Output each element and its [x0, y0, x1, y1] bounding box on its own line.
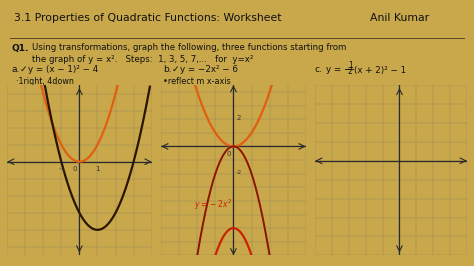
Text: (x + 2)² − 1: (x + 2)² − 1: [354, 65, 406, 74]
Text: -1: -1: [58, 166, 64, 171]
Text: 3.1 Properties of Quadratic Functions: Worksheet: 3.1 Properties of Quadratic Functions: W…: [14, 13, 282, 23]
Text: x²: x²: [52, 84, 60, 93]
Text: ·1right, 4down: ·1right, 4down: [16, 77, 74, 85]
Text: the graph of y = x².   Steps:  1, 3, 5, 7,...   for  y=x²: the graph of y = x². Steps: 1, 3, 5, 7,.…: [32, 55, 254, 64]
Text: Using transformations, graph the following, three functions starting from: Using transformations, graph the followi…: [32, 44, 346, 52]
Text: a.: a.: [12, 65, 20, 74]
Text: ✓: ✓: [20, 64, 27, 73]
Text: y = (x − 1)² − 4: y = (x − 1)² − 4: [28, 65, 98, 74]
Text: 1: 1: [95, 166, 100, 172]
Text: 0: 0: [73, 166, 77, 172]
Text: ✓: ✓: [172, 64, 180, 73]
Text: b.: b.: [163, 65, 172, 74]
Text: •reflect m x-axis: •reflect m x-axis: [163, 77, 231, 85]
Text: $y=-2x^2$: $y=-2x^2$: [194, 197, 232, 212]
Text: 0: 0: [227, 151, 231, 157]
Text: •stretch by 2, 6 down: •stretch by 2, 6 down: [163, 86, 250, 95]
Text: 2: 2: [348, 68, 353, 77]
Text: Anil Kumar: Anil Kumar: [370, 13, 429, 23]
Text: y = −: y = −: [326, 65, 351, 74]
Text: c.: c.: [315, 65, 323, 74]
Text: -2: -2: [236, 170, 242, 175]
Text: 1: 1: [348, 61, 353, 70]
Text: 2: 2: [236, 115, 240, 121]
Text: Q1.: Q1.: [12, 44, 29, 52]
Text: y = −2x² − 6: y = −2x² − 6: [180, 65, 238, 74]
